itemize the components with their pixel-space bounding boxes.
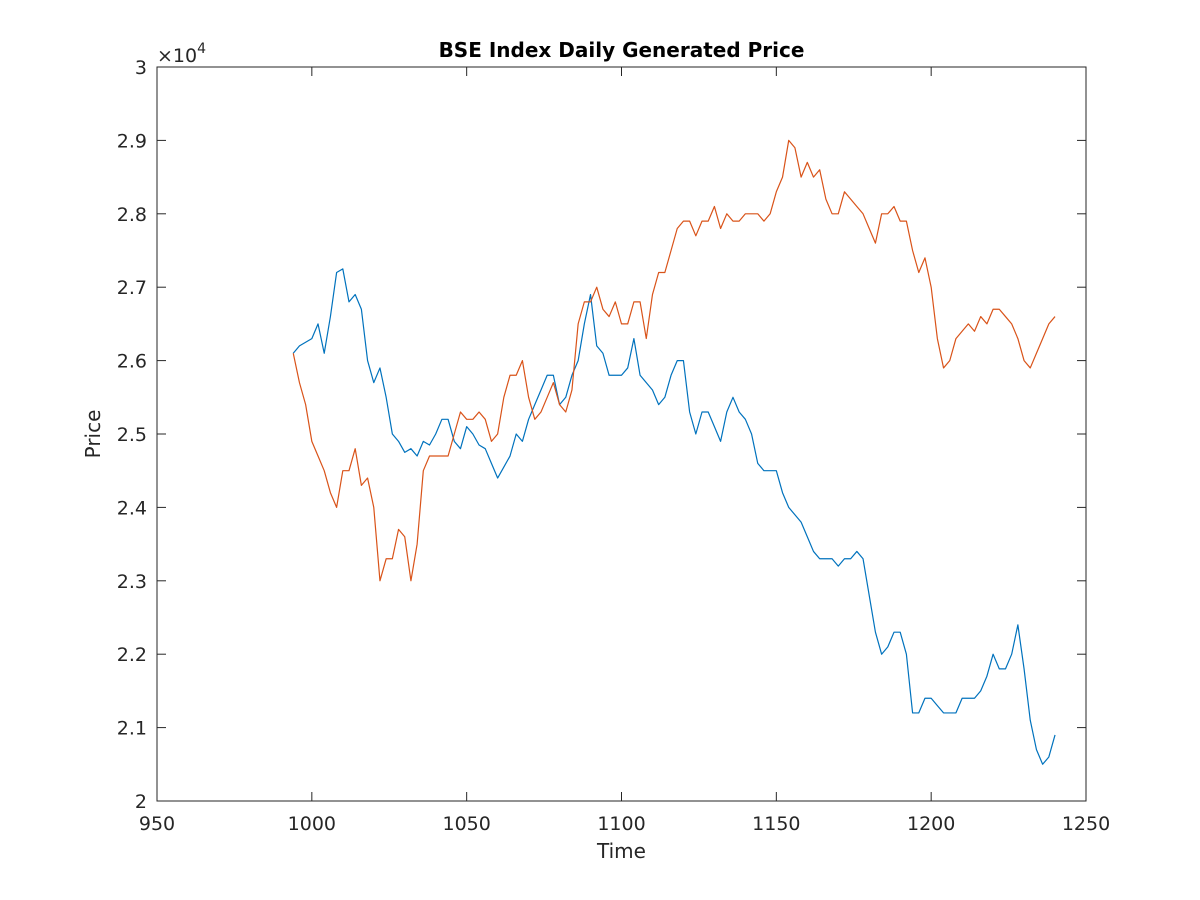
x-tick-label: 1000 (288, 813, 336, 835)
y-multiplier-exponent: 4 (197, 41, 206, 57)
x-tick-label: 1250 (1062, 813, 1110, 835)
y-tick-label: 2 (135, 791, 147, 813)
y-tick-label: 2.7 (117, 277, 147, 299)
y-tick-label: 3 (135, 57, 147, 79)
y-tick-label: 2.5 (117, 424, 147, 446)
y-tick-label: 2.6 (117, 351, 147, 373)
x-tick-label: 1100 (597, 813, 645, 835)
y-tick-label: 2.2 (117, 644, 147, 666)
series-layer (292, 139, 1056, 765)
y-tick-label: 2.3 (117, 571, 147, 593)
x-tick-label: 950 (139, 813, 175, 835)
y-tick-label: 2.4 (117, 497, 147, 519)
series-line-1 (292, 268, 1056, 765)
x-axis-title: Time (596, 839, 646, 863)
series-line-2 (292, 139, 1056, 582)
y-axis-title: Price (81, 410, 105, 459)
plot-area (157, 67, 1086, 801)
y-tick-label: 2.8 (117, 204, 147, 226)
chart-title: BSE Index Daily Generated Price (439, 38, 805, 62)
x-axis: 950 1000 1050 1100 1150 1200 1250 (139, 67, 1110, 835)
y-multiplier-base: 10 (173, 45, 197, 67)
x-tick-label: 1050 (442, 813, 490, 835)
x-tick-label: 1200 (907, 813, 955, 835)
y-tick-label: 2.1 (117, 718, 147, 740)
x-tick-label: 1150 (752, 813, 800, 835)
y-multiplier-label: ×104 (157, 41, 206, 67)
y-tick-label: 2.9 (117, 130, 147, 152)
y-axis: 2 2.1 2.2 2.3 2.4 2.5 2.6 2.7 2.8 2.9 3 (117, 57, 1086, 813)
y-multiplier-times: × (157, 45, 173, 67)
